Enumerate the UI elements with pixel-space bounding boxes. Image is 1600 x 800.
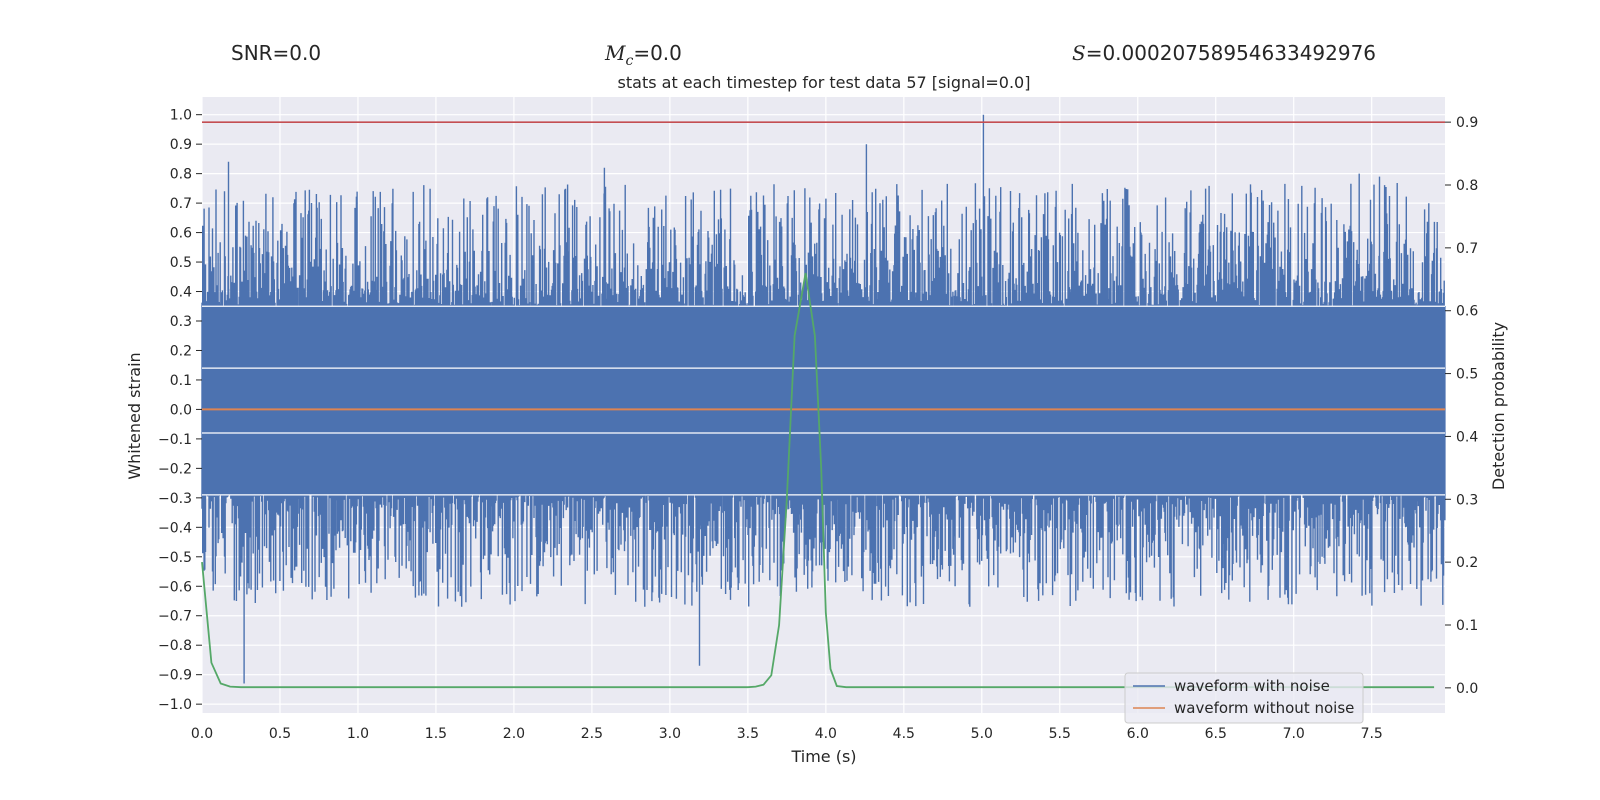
series-detection-probability (201, 272, 1435, 689)
chirp-mass-value: =0.0 (633, 41, 682, 65)
snr-header: SNR=0.0 (231, 41, 322, 65)
chart-title: stats at each timestep for test data 57 … (618, 73, 1031, 92)
s-statistic-header: S=0.00020758954633492976 (1072, 41, 1376, 65)
y-tick-label: −0.5 (158, 550, 192, 566)
legend-label-clean: waveform without noise (1174, 699, 1354, 717)
x-tick-label: 1.0 (347, 726, 369, 742)
noise-spikes (201, 114, 1446, 684)
y-tick-label: −0.7 (158, 609, 192, 625)
y2-tick-label: 0.0 (1456, 681, 1478, 697)
y2-tick-label: 0.8 (1456, 178, 1478, 194)
x-tick-label: 7.0 (1283, 726, 1305, 742)
y-axis-label: Whitened strain (125, 352, 144, 479)
y-tick-label: −0.2 (158, 461, 192, 477)
x-tick-label: 2.5 (581, 726, 603, 742)
x-tick-label: 7.5 (1361, 726, 1383, 742)
y2-tick-label: 0.4 (1456, 429, 1478, 445)
y2-tick-label: 0.1 (1456, 618, 1478, 634)
x-tick-label: 1.5 (425, 726, 447, 742)
y-tick-label: −0.1 (158, 432, 192, 448)
y2-tick-label: 0.2 (1456, 555, 1478, 571)
x-tick-label: 5.0 (971, 726, 993, 742)
y-tick-label: 0.1 (170, 373, 192, 389)
y2-axis-ticks: 0.9 0.8 0.7 0.6 0.5 0.4 0.3 0.2 0.1 0.0 (1445, 115, 1478, 697)
x-tick-label: 6.0 (1127, 726, 1149, 742)
y-tick-label: 1.0 (170, 108, 192, 124)
x-tick-label: 6.5 (1205, 726, 1227, 742)
y-tick-label: −1.0 (158, 697, 192, 713)
chirp-mass-header: Mc=0.0 (605, 41, 682, 69)
s-value: =0.00020758954633492976 (1085, 41, 1377, 65)
chirp-mass-subscript: c (625, 53, 634, 69)
x-tick-label: 0.0 (191, 726, 213, 742)
y-tick-label: −0.9 (158, 668, 192, 684)
legend: waveform with noise waveform without noi… (1124, 672, 1364, 724)
y2-tick-label: 0.9 (1456, 115, 1478, 131)
band-gridlines (202, 305, 1445, 496)
x-tick-label: 3.5 (737, 726, 759, 742)
y-tick-label: −0.8 (158, 638, 192, 654)
y-tick-label: 0.2 (170, 343, 192, 359)
legend-label-noise: waveform with noise (1174, 677, 1330, 695)
chirp-mass-symbol: M (605, 41, 626, 65)
y2-tick-label: 0.6 (1456, 304, 1478, 320)
y2-axis-label: Detection probability (1489, 322, 1508, 490)
y-tick-label: 0.0 (170, 402, 192, 418)
y2-tick-label: 0.5 (1456, 367, 1478, 383)
y-tick-label: 0.3 (170, 314, 192, 330)
y2-tick-label: 0.3 (1456, 492, 1478, 508)
x-tick-label: 5.5 (1049, 726, 1071, 742)
y-tick-label: −0.6 (158, 579, 192, 595)
series-waveform-with-noise (201, 114, 1446, 684)
probability-line (201, 272, 1435, 689)
x-axis-label: Time (s) (790, 747, 856, 766)
x-tick-label: 4.5 (893, 726, 915, 742)
x-tick-label: 3.0 (659, 726, 681, 742)
y-tick-label: 0.7 (170, 196, 192, 212)
y-tick-label: −0.3 (158, 491, 192, 507)
y-tick-label: −0.4 (158, 520, 192, 536)
x-tick-label: 4.0 (815, 726, 837, 742)
y2-tick-label: 0.7 (1456, 241, 1478, 257)
legend-box (1124, 672, 1364, 724)
x-tick-label: 2.0 (503, 726, 525, 742)
y-axis-ticks: 1.0 0.9 0.8 0.7 0.6 0.5 0.4 0.3 0.2 0.1 0.0 −0.1 −0.… (158, 108, 202, 713)
y-tick-label: 0.4 (170, 285, 192, 301)
y-tick-label: 0.8 (170, 167, 192, 183)
x-tick-label: 0.5 (269, 726, 291, 742)
y-tick-label: 0.5 (170, 255, 192, 271)
y-tick-label: 0.6 (170, 226, 192, 242)
y-tick-label: 0.9 (170, 137, 192, 153)
s-symbol: S (1072, 41, 1086, 65)
x-axis-ticks: 0.0 0.5 1.0 1.5 2.0 2.5 3.0 3.5 4.0 4.5 5.0 5.5 6.0 6… (191, 726, 1383, 742)
